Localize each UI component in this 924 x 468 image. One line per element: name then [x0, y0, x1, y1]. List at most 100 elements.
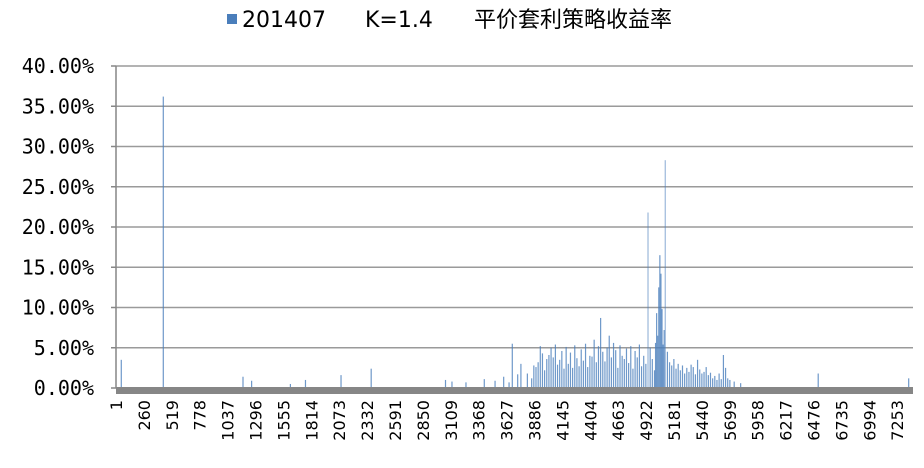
data-bar [526, 373, 528, 388]
data-bar [554, 344, 556, 388]
y-tick-label: 40.00% [22, 54, 94, 78]
data-bar [677, 363, 679, 388]
x-tick-label: 3368 [470, 400, 489, 441]
data-bar [520, 363, 522, 388]
data-bar [661, 309, 663, 388]
x-tick-label: 519 [163, 400, 182, 431]
x-tick-label: 4922 [637, 400, 656, 441]
data-bar [645, 363, 647, 388]
x-tick-label: 5440 [693, 400, 712, 441]
x-tick-label: 260 [135, 400, 154, 431]
x-tick-label: 2073 [330, 400, 349, 441]
data-bar [679, 370, 681, 388]
data-bar [559, 359, 561, 388]
data-bar [729, 379, 731, 388]
axes [111, 65, 913, 394]
data-bar [483, 379, 485, 388]
data-bar [608, 335, 610, 388]
y-tick-label: 0.00% [34, 376, 94, 400]
data-bar [606, 347, 608, 388]
data-bar [531, 378, 533, 388]
y-tick-label: 25.00% [22, 175, 94, 199]
data-bar [251, 380, 253, 388]
data-bar [619, 345, 621, 388]
x-tick-label: 6994 [860, 400, 879, 441]
x-tick-label: 1555 [274, 400, 293, 441]
data-bar [701, 373, 703, 388]
data-bar [663, 330, 665, 388]
data-bar [539, 346, 541, 388]
data-bar [508, 382, 510, 388]
data-bar [465, 382, 467, 388]
x-tick-label: 1296 [246, 400, 265, 441]
data-bar [671, 365, 673, 388]
data-bar [675, 368, 677, 388]
x-tick-label: 3886 [525, 400, 544, 441]
data-bar [666, 351, 669, 388]
data-bar [630, 346, 632, 388]
data-bar [673, 359, 675, 388]
data-bar [535, 367, 537, 388]
data-bar [550, 347, 552, 388]
data-bar [600, 317, 602, 388]
data-bar [444, 379, 447, 388]
x-tick-label: 1 [107, 400, 126, 410]
data-bar [563, 368, 565, 388]
x-tick-label: 3109 [442, 400, 461, 441]
data-bar [659, 255, 661, 388]
data-bar [621, 355, 623, 388]
data-bar [580, 349, 582, 388]
data-bar [162, 96, 164, 388]
data-bar [582, 360, 584, 388]
data-bar [340, 375, 342, 388]
x-tick-label: 4663 [609, 400, 628, 441]
data-bar [544, 370, 546, 388]
data-bar [597, 346, 600, 388]
data-bar [494, 380, 496, 388]
x-tick-label: 5699 [721, 400, 740, 441]
data-bar [709, 372, 712, 388]
data-bar [289, 383, 291, 388]
data-bar [634, 350, 636, 388]
data-bar [612, 342, 615, 388]
x-tick-label: 1814 [302, 400, 321, 441]
data-bar [533, 365, 535, 388]
data-bar [727, 378, 729, 388]
data-bar [668, 362, 671, 388]
data-bar [640, 366, 643, 388]
data-bar [623, 359, 625, 388]
data-bar [694, 374, 697, 388]
data-bar [242, 376, 244, 388]
data-bar [662, 344, 664, 388]
y-tick-label: 30.00% [22, 135, 94, 159]
data-bar [572, 367, 574, 388]
data-bar [654, 342, 657, 388]
data-bar [722, 354, 725, 388]
data-bar [643, 355, 645, 388]
data-bar [537, 362, 539, 388]
x-tick-label: 7253 [888, 400, 907, 441]
data-bar [632, 368, 634, 388]
x-tick-label: 6476 [804, 400, 823, 441]
x-axis-tick-labels: 1 260 519 778 1037 1296 1555 1814 2073 2332 2591 28… [107, 400, 907, 441]
data-bar [636, 357, 638, 388]
x-tick-label: 6735 [832, 400, 851, 441]
data-bar [304, 379, 307, 388]
data-bar [567, 363, 569, 388]
data-bar [720, 379, 722, 388]
x-axis-line [116, 387, 913, 394]
data-bar [591, 356, 593, 388]
data-bar [370, 368, 372, 388]
data-bar [686, 367, 688, 388]
data-bar [511, 343, 513, 388]
x-tick-label: 778 [191, 400, 210, 431]
data-bar [908, 378, 910, 388]
data-bar [556, 364, 559, 388]
data-bar [716, 379, 718, 388]
data-bar [584, 343, 587, 388]
data-bar [688, 371, 690, 388]
data-bar [703, 371, 705, 388]
data-bar [699, 369, 701, 388]
data-bar [638, 344, 640, 388]
